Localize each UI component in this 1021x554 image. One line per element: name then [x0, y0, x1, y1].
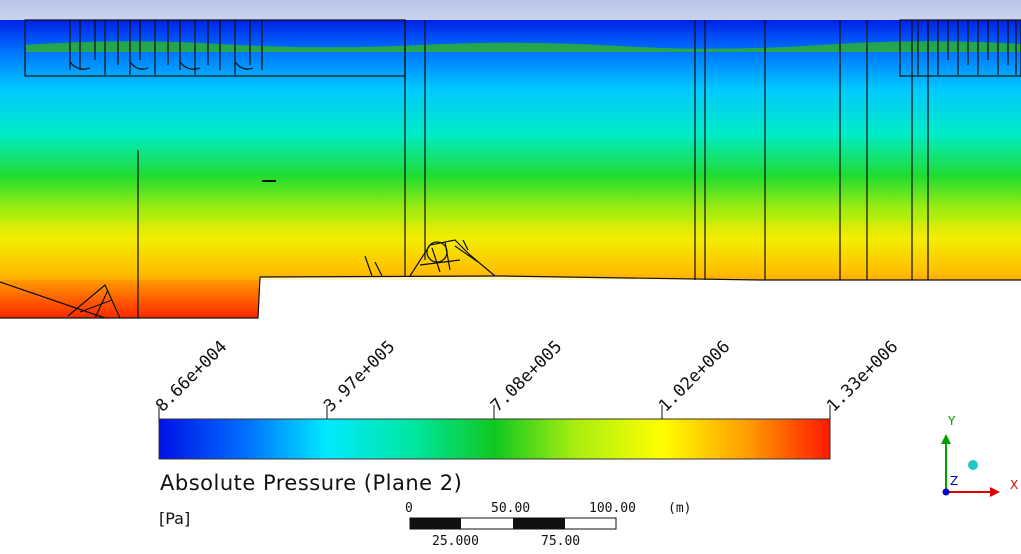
legend-tick-marks	[158, 405, 831, 419]
scale-label: 25.000	[432, 534, 479, 549]
legend-title: Absolute Pressure (Plane 2)	[160, 471, 463, 495]
legend-units: [Pa]	[159, 509, 191, 528]
legend-colorbar	[158, 418, 831, 460]
fluid-domain	[0, 20, 1021, 318]
y-axis-label: Y	[948, 414, 956, 428]
scale-bar	[409, 517, 617, 530]
x-axis-label: X	[1010, 478, 1019, 492]
free-surface	[25, 41, 1021, 52]
z-axis-label: Z	[950, 474, 959, 488]
axis-triad	[941, 434, 1000, 497]
viewport-background	[0, 0, 1021, 20]
scale-label: 50.00	[491, 501, 531, 516]
scale-label: 100.00	[589, 501, 636, 516]
scale-label: 75.00	[541, 534, 581, 549]
scale-unit: (m)	[668, 501, 692, 516]
structure-wireframe	[0, 19, 1021, 319]
pressure-field	[0, 20, 1021, 318]
scale-label: 0	[405, 501, 413, 516]
